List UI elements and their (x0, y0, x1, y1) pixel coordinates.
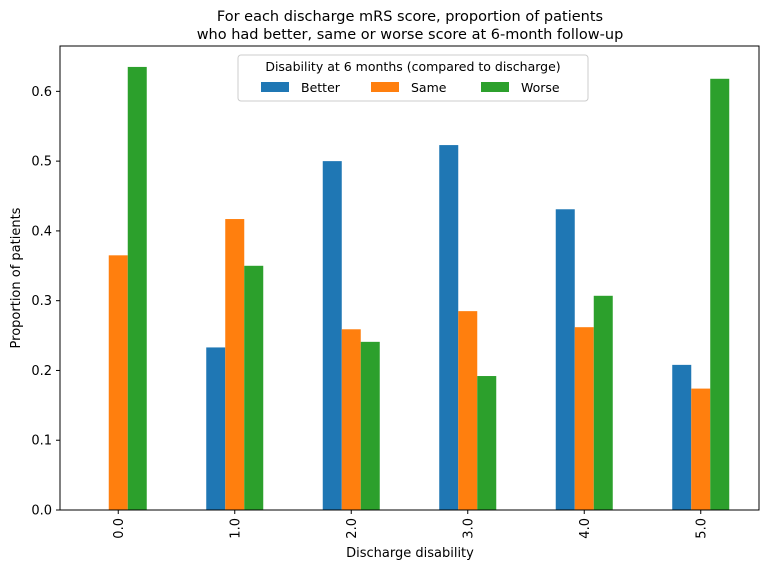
legend-swatch-worse (481, 82, 509, 92)
legend-label-worse: Worse (521, 80, 560, 95)
x-tick-label: 2.0 (345, 518, 360, 539)
plot-frame (59, 45, 760, 511)
y-tick-label: 0.6 (31, 85, 52, 100)
x-tick-label: 5.0 (694, 518, 709, 539)
bar-worse-0 (127, 66, 147, 511)
y-axis-ticks: 0.0 0.1 0.2 0.3 0.4 0.5 0.6 (31, 85, 60, 519)
bar-same-4 (574, 327, 594, 510)
bar-worse-3 (477, 376, 497, 510)
legend-label-better: Better (301, 80, 341, 95)
x-tick-label: 0.0 (112, 518, 127, 539)
chart-title-line2: who had better, same or worse score at 6… (197, 27, 624, 43)
legend-label-same: Same (411, 80, 447, 95)
bar-same-5 (691, 388, 711, 510)
bar-better-5 (672, 364, 692, 510)
bar-better-2 (322, 161, 342, 510)
y-tick-label: 0.0 (31, 504, 52, 519)
bar-same-0 (108, 255, 128, 510)
legend: Disability at 6 months (compared to disc… (237, 54, 589, 102)
bar-worse-5 (710, 78, 730, 510)
x-tick-label: 1.0 (228, 518, 243, 539)
x-tick-label: 4.0 (578, 518, 593, 539)
y-tick-label: 0.5 (31, 155, 52, 170)
x-axis-ticks: 0.0 1.0 2.0 3.0 4.0 5.0 (112, 510, 709, 539)
y-tick-label: 0.2 (31, 364, 52, 379)
y-tick-label: 0.4 (31, 224, 52, 239)
bar-same-3 (458, 311, 478, 510)
y-axis-label: Proportion of patients (9, 207, 24, 348)
bar-worse-4 (593, 295, 613, 510)
x-tick-label: 3.0 (461, 518, 476, 539)
chart-title-line1: For each discharge mRS score, proportion… (217, 9, 603, 25)
bars-layer (108, 66, 730, 511)
bar-better-3 (439, 145, 459, 510)
legend-items: Better Same Worse (261, 80, 560, 95)
y-tick-label: 0.1 (31, 434, 52, 449)
bar-worse-1 (244, 265, 264, 510)
x-axis-label: Discharge disability (346, 546, 474, 561)
legend-swatch-better (261, 82, 289, 92)
legend-title: Disability at 6 months (compared to disc… (265, 59, 560, 74)
bar-better-4 (555, 209, 575, 510)
y-tick-label: 0.3 (31, 294, 52, 309)
bar-better-1 (206, 347, 226, 510)
legend-swatch-same (371, 82, 399, 92)
bar-worse-2 (360, 341, 380, 510)
bar-same-1 (225, 219, 245, 511)
bar-same-2 (341, 329, 361, 510)
